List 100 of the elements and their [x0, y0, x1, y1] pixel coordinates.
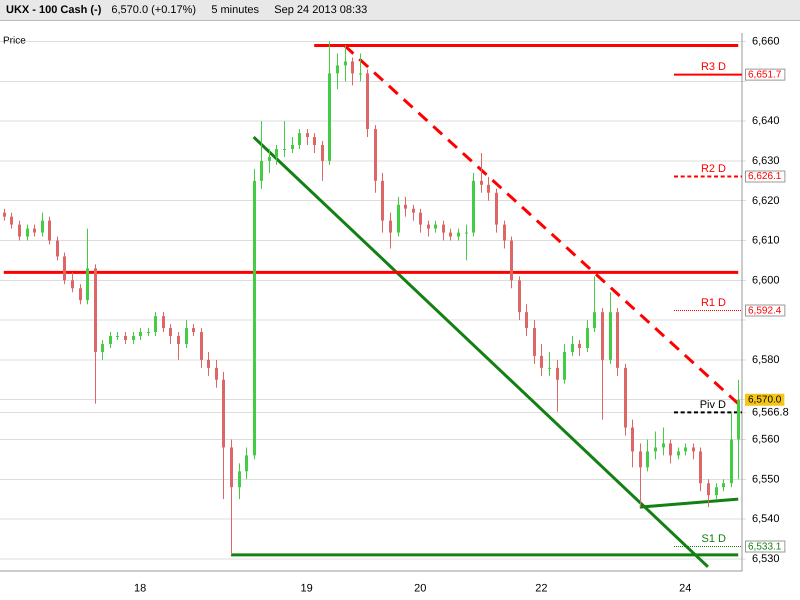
candlestick: [101, 340, 104, 360]
candlestick: [63, 252, 66, 285]
candlestick: [260, 120, 263, 190]
x-tick-label: 22: [535, 582, 548, 594]
x-tick-label: 19: [300, 582, 313, 594]
candlestick: [313, 132, 316, 154]
ref-line-label: R3 D: [700, 61, 726, 74]
ref-line-label: S1 D: [702, 533, 726, 546]
candlestick: [503, 220, 506, 249]
text: 6,570.0: [748, 394, 782, 406]
y-tick-label: 6,610: [752, 234, 780, 247]
candlestick: [41, 212, 44, 238]
candlestick: [646, 438, 649, 472]
candlestick: [677, 446, 680, 460]
candlestick: [389, 212, 392, 249]
y-tick-label: 6,580: [752, 354, 780, 366]
y-tick-label: 6,566.8: [752, 406, 789, 418]
candlestick: [139, 328, 142, 341]
candlestick: [48, 216, 51, 245]
candlestick: [275, 144, 278, 166]
text: 6,533.1: [748, 541, 782, 552]
candlestick: [268, 148, 271, 174]
candlestick: [707, 478, 710, 508]
candlestick: [434, 220, 437, 234]
text: 6,626.1: [748, 171, 782, 182]
x-tick-label: 18: [134, 582, 146, 594]
candlestick: [571, 336, 574, 356]
candlestick: [291, 136, 294, 154]
candlestick: [548, 351, 551, 376]
candlestick: [132, 332, 135, 344]
ref-line-label: R2 D: [700, 162, 726, 175]
candlestick: [692, 442, 695, 460]
candlestick: [71, 272, 74, 293]
candlestick: [10, 212, 13, 230]
candlestick: [245, 446, 248, 480]
candlestick: [56, 236, 59, 261]
y-tick-label: 6,540: [752, 513, 780, 526]
candlestick: [321, 140, 324, 182]
candlestick: [238, 462, 241, 500]
candlestick: [306, 128, 309, 146]
candlestick: [457, 228, 460, 242]
candlestick: [480, 152, 483, 194]
candlestick: [154, 312, 157, 337]
candlestick: [427, 220, 430, 238]
candlestick: [162, 312, 165, 333]
y-tick-label: 6,600: [752, 274, 780, 286]
candlestick: [18, 220, 21, 242]
candlestick: [344, 45, 347, 82]
candlestick: [109, 332, 112, 348]
candlestick: [185, 320, 188, 348]
candlestick: [449, 228, 452, 242]
candlestick: [124, 332, 127, 344]
candlestick: [298, 128, 301, 150]
candlestick: [192, 324, 195, 337]
candlestick: [684, 442, 687, 456]
candlestick: [283, 120, 286, 158]
candlestick: [639, 442, 642, 508]
candlestick: [207, 351, 210, 376]
candlestick: [662, 427, 665, 456]
candlestick: [419, 208, 422, 234]
candlestick: [404, 196, 407, 218]
candlestick: [79, 284, 82, 305]
y-tick-label: 6,620: [752, 194, 780, 207]
chart-title: UKX - 100 Cash (-): [6, 4, 102, 16]
candlestick: [487, 176, 490, 202]
candlestick: [3, 208, 6, 222]
y-tick-label: 6,560: [752, 434, 780, 446]
y-tick-label: 6,550: [752, 473, 780, 486]
candlestick: [540, 343, 543, 376]
candlestick: [669, 438, 672, 464]
candlestick: [359, 52, 362, 82]
candlestick: [215, 359, 218, 388]
candlestick: [525, 304, 528, 337]
candlestick: [33, 224, 36, 238]
candlestick: [26, 224, 29, 242]
candlestick: [412, 204, 415, 222]
candlestick: [336, 52, 339, 90]
y-tick-label: 6,660: [752, 36, 780, 48]
ref-line-label: Piv D: [700, 398, 726, 411]
text: 6,651.7: [748, 69, 782, 80]
candlestick: [351, 56, 354, 86]
candlestick: [442, 220, 445, 242]
candlestick: [169, 324, 172, 344]
y-axis-title: Price: [3, 35, 26, 46]
candlestick: [593, 276, 596, 333]
candlestick: [578, 340, 581, 356]
x-tick-label: 24: [679, 582, 692, 594]
ref-line-label: R1 D: [700, 297, 726, 310]
chart-subtitle: 6,570.0 (+0.17%) 5 minutes Sep 24 2013 08:33: [111, 4, 368, 16]
x-tick-label: 20: [414, 582, 426, 594]
candlestick: [586, 320, 589, 352]
candlestick: [631, 419, 634, 468]
candlestick: [177, 332, 180, 360]
candlestick: [654, 431, 657, 460]
y-tick-label: 6,530: [752, 552, 780, 565]
candlestick: [715, 482, 718, 500]
candlestick: [465, 224, 468, 261]
y-tick-label: 6,630: [752, 154, 780, 167]
candlestick: [556, 359, 559, 412]
text: 6,592.4: [748, 305, 782, 316]
